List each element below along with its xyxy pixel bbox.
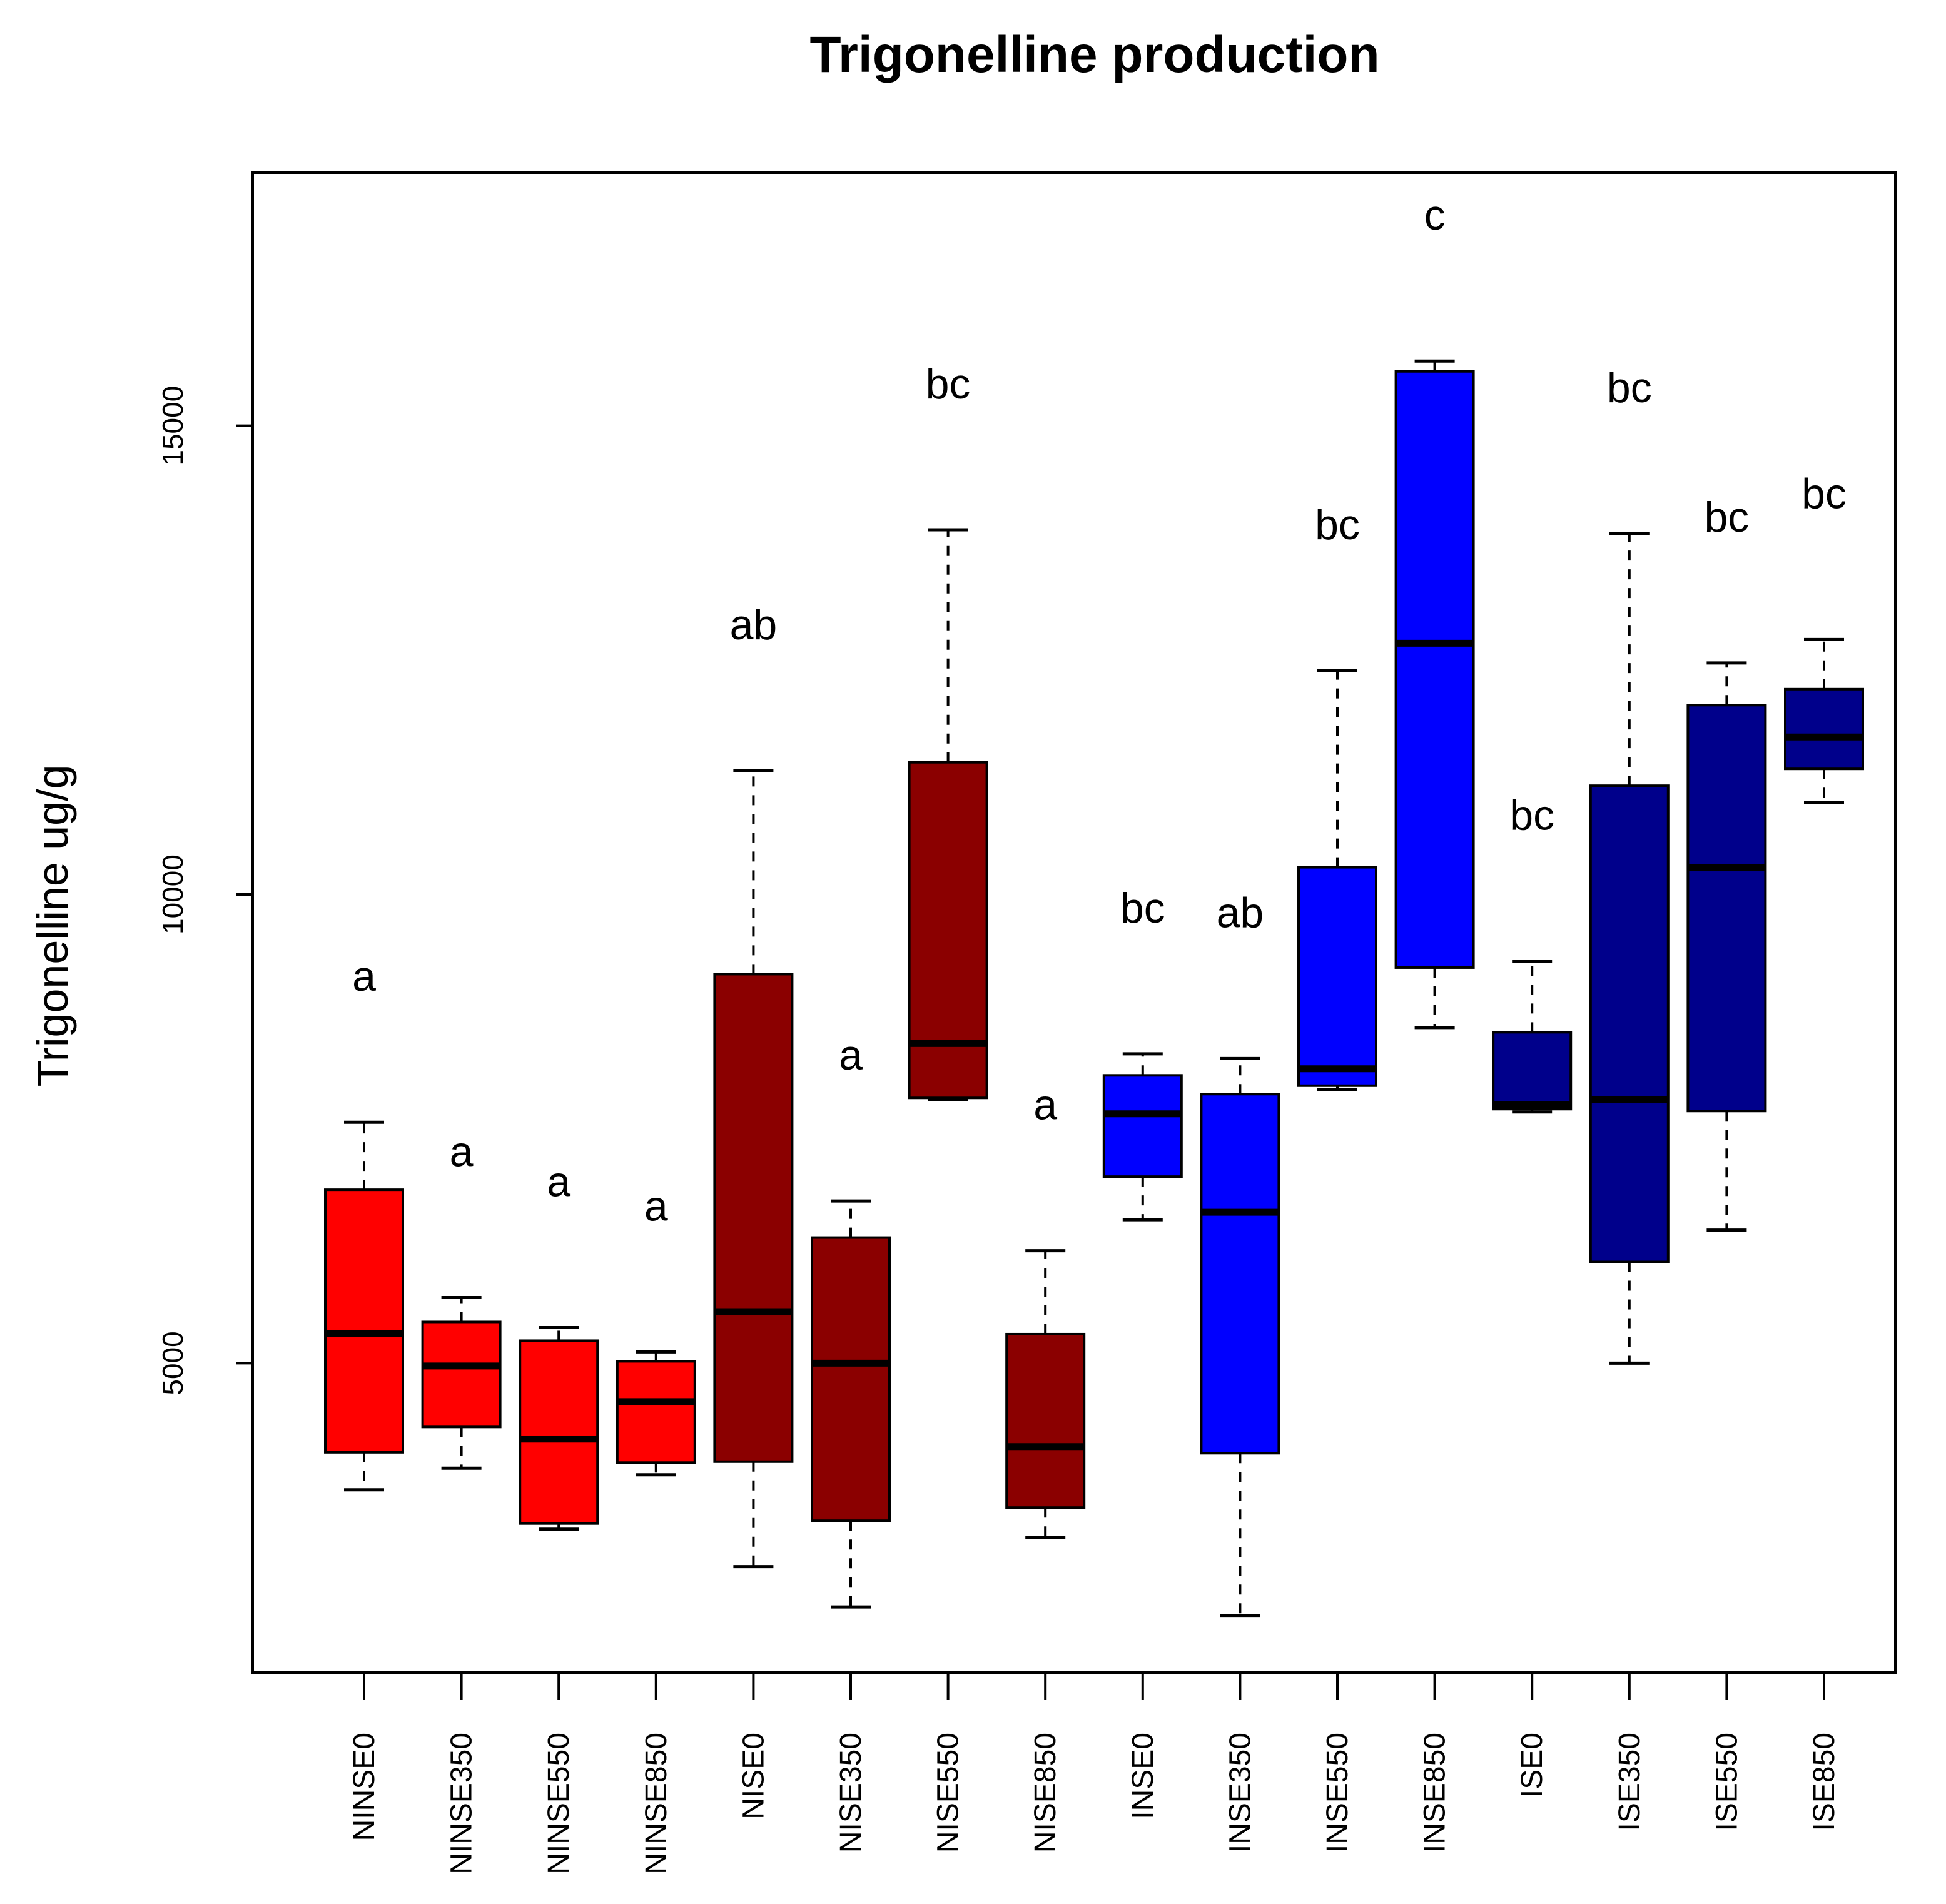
letter-nise850: a <box>1033 1081 1057 1129</box>
x-tick-label: INSE0 <box>1127 1733 1160 1820</box>
iqr-box <box>1394 370 1475 969</box>
iqr-box <box>1686 704 1767 1113</box>
letter-ise550: bc <box>1704 494 1749 541</box>
iqr-box <box>1200 1093 1280 1455</box>
x-tick-label: NISE550 <box>932 1733 965 1853</box>
y-axis: 5000 10000 15000 <box>156 386 253 1395</box>
iqr-box <box>519 1339 599 1525</box>
box-ise0 <box>1492 959 1573 1114</box>
box-nise550 <box>908 528 988 1101</box>
letter-nise0: ab <box>730 601 778 649</box>
box-inse0 <box>1102 1052 1183 1222</box>
y-tick-label: 15000 <box>156 386 189 466</box>
box-ise350 <box>1589 532 1670 1365</box>
y-tick-label: 10000 <box>156 854 189 934</box>
iqr-box <box>1102 1074 1183 1178</box>
box-inse850 <box>1394 359 1475 1030</box>
iqr-box <box>811 1236 891 1522</box>
box-ninse850 <box>616 1350 696 1477</box>
x-tick-label: NISE0 <box>737 1733 770 1820</box>
x-tick-label: INSE550 <box>1321 1733 1354 1853</box>
box-inse350 <box>1200 1056 1280 1618</box>
x-tick-label: INSE350 <box>1224 1733 1257 1853</box>
box-nise350 <box>811 1199 891 1609</box>
box-ninse350 <box>421 1296 502 1470</box>
x-tick-label: ISE850 <box>1808 1733 1841 1831</box>
iqr-box <box>1784 687 1864 771</box>
significance-letters: a a a a ab a bc a bc ab bc c bc bc bc bc <box>352 191 1847 1230</box>
box-nise0 <box>713 769 794 1569</box>
letter-ninse350: a <box>450 1128 474 1176</box>
iqr-box <box>1297 866 1377 1087</box>
letter-ninse0: a <box>352 953 376 1000</box>
box-inse550 <box>1297 669 1377 1091</box>
y-tick-label: 5000 <box>156 1331 189 1395</box>
plot-frame <box>251 171 1897 1674</box>
x-tick-label: NISE850 <box>1029 1733 1062 1853</box>
box-nise850 <box>1005 1249 1086 1539</box>
letter-ise850: bc <box>1802 470 1847 517</box>
iqr-box <box>713 973 794 1463</box>
iqr-box <box>1005 1332 1086 1509</box>
iqr-box <box>1492 1031 1573 1111</box>
letter-inse850: c <box>1424 191 1446 239</box>
x-tick-label: ISE350 <box>1613 1733 1646 1831</box>
iqr-box <box>616 1360 696 1464</box>
letter-ise350: bc <box>1607 364 1652 412</box>
chart-title: Trigonelline production <box>809 26 1379 83</box>
x-tick-label: ISE550 <box>1710 1733 1743 1831</box>
letter-nise550: bc <box>926 360 971 408</box>
letter-inse0: bc <box>1120 884 1165 932</box>
x-axis: NINSE0 NINSE350 NINSE550 NINSE850 NISE0 NISE3… <box>348 1673 1841 1875</box>
iqr-box <box>421 1320 502 1429</box>
x-tick-label: NINSE0 <box>348 1733 381 1841</box>
iqr-box <box>1589 784 1670 1263</box>
x-tick-label: ISE0 <box>1516 1733 1549 1798</box>
letter-inse550: bc <box>1315 501 1360 549</box>
box-ise850 <box>1784 637 1864 804</box>
y-axis-label: Trigonelline ug/g <box>28 765 77 1087</box>
x-tick-label: NINSE850 <box>640 1733 673 1875</box>
x-tick-label: NISE350 <box>834 1733 868 1853</box>
letter-ise0: bc <box>1509 791 1554 839</box>
letter-nise350: a <box>839 1031 863 1079</box>
box-ninse0 <box>324 1120 404 1492</box>
iqr-box <box>324 1188 404 1454</box>
letter-ninse850: a <box>644 1182 668 1230</box>
x-tick-label: NINSE550 <box>542 1733 575 1875</box>
boxes <box>324 359 1864 1618</box>
iqr-box <box>908 761 988 1100</box>
x-tick-label: INSE850 <box>1419 1733 1452 1853</box>
x-tick-label: NINSE350 <box>445 1733 479 1875</box>
letter-ninse550: a <box>547 1158 570 1205</box>
box-ninse550 <box>519 1325 599 1531</box>
box-ise550 <box>1686 661 1767 1232</box>
letter-inse350: ab <box>1217 889 1264 936</box>
